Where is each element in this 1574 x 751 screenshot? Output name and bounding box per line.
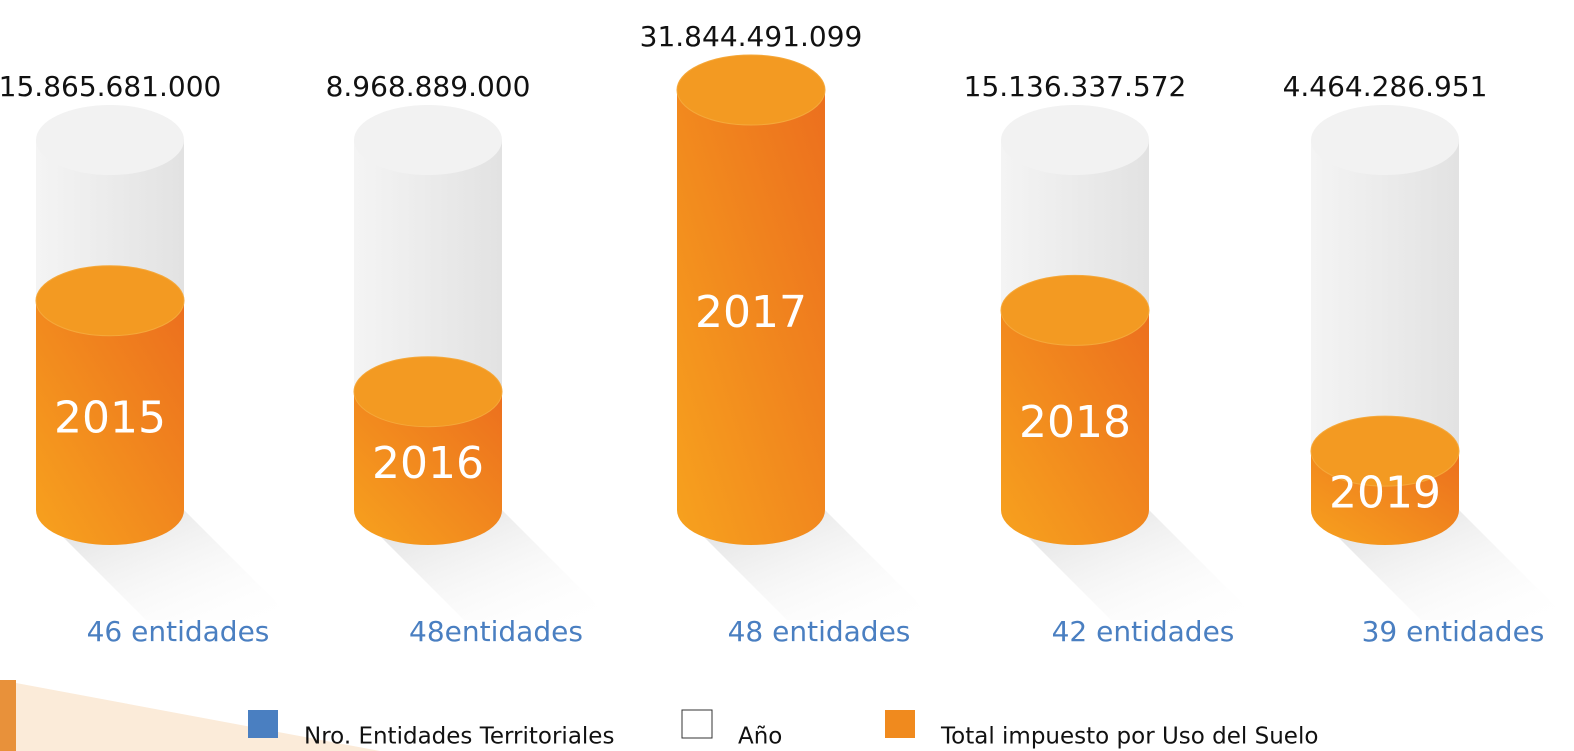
entity-label: 46 entidades <box>87 615 270 648</box>
bar <box>36 300 184 545</box>
legend-swatch <box>248 710 278 738</box>
bar-top <box>353 356 503 428</box>
bar <box>677 90 825 545</box>
cylinder-back-top <box>36 105 184 175</box>
value-label: 15.865.681.000 <box>0 70 221 103</box>
value-label: 8.968.889.000 <box>326 70 531 103</box>
category-label: 2016 <box>372 438 484 489</box>
value-label: 4.464.286.951 <box>1283 70 1488 103</box>
category-label: 2019 <box>1329 468 1441 519</box>
category-label: 2015 <box>54 392 166 443</box>
cylinder-back-top <box>1311 105 1459 175</box>
entity-label: 48 entidades <box>728 615 911 648</box>
bar <box>354 391 502 545</box>
legend-label: Año <box>738 724 782 750</box>
entity-label: 48entidades <box>409 615 583 648</box>
decoration <box>0 680 16 751</box>
bar-top <box>676 54 826 126</box>
bar-top <box>1000 274 1150 346</box>
entity-label: 42 entidades <box>1052 615 1235 648</box>
value-label: 15.136.337.572 <box>964 70 1187 103</box>
cylinder-back-top <box>1001 105 1149 175</box>
legend-swatch <box>885 710 915 738</box>
bar <box>1001 310 1149 545</box>
category-label: 2018 <box>1019 397 1131 448</box>
entity-label: 39 entidades <box>1362 615 1545 648</box>
bar-top <box>1310 415 1460 487</box>
cylinder-back-top <box>354 105 502 175</box>
legend-label: Total impuesto por Uso del Suelo <box>940 724 1318 750</box>
category-label: 2017 <box>695 287 807 338</box>
bar-top <box>35 265 185 337</box>
legend-swatch <box>681 709 713 739</box>
value-label: 31.844.491.099 <box>640 20 863 53</box>
legend-label: Nro. Entidades Territoriales <box>304 724 614 750</box>
decoration <box>0 680 380 751</box>
